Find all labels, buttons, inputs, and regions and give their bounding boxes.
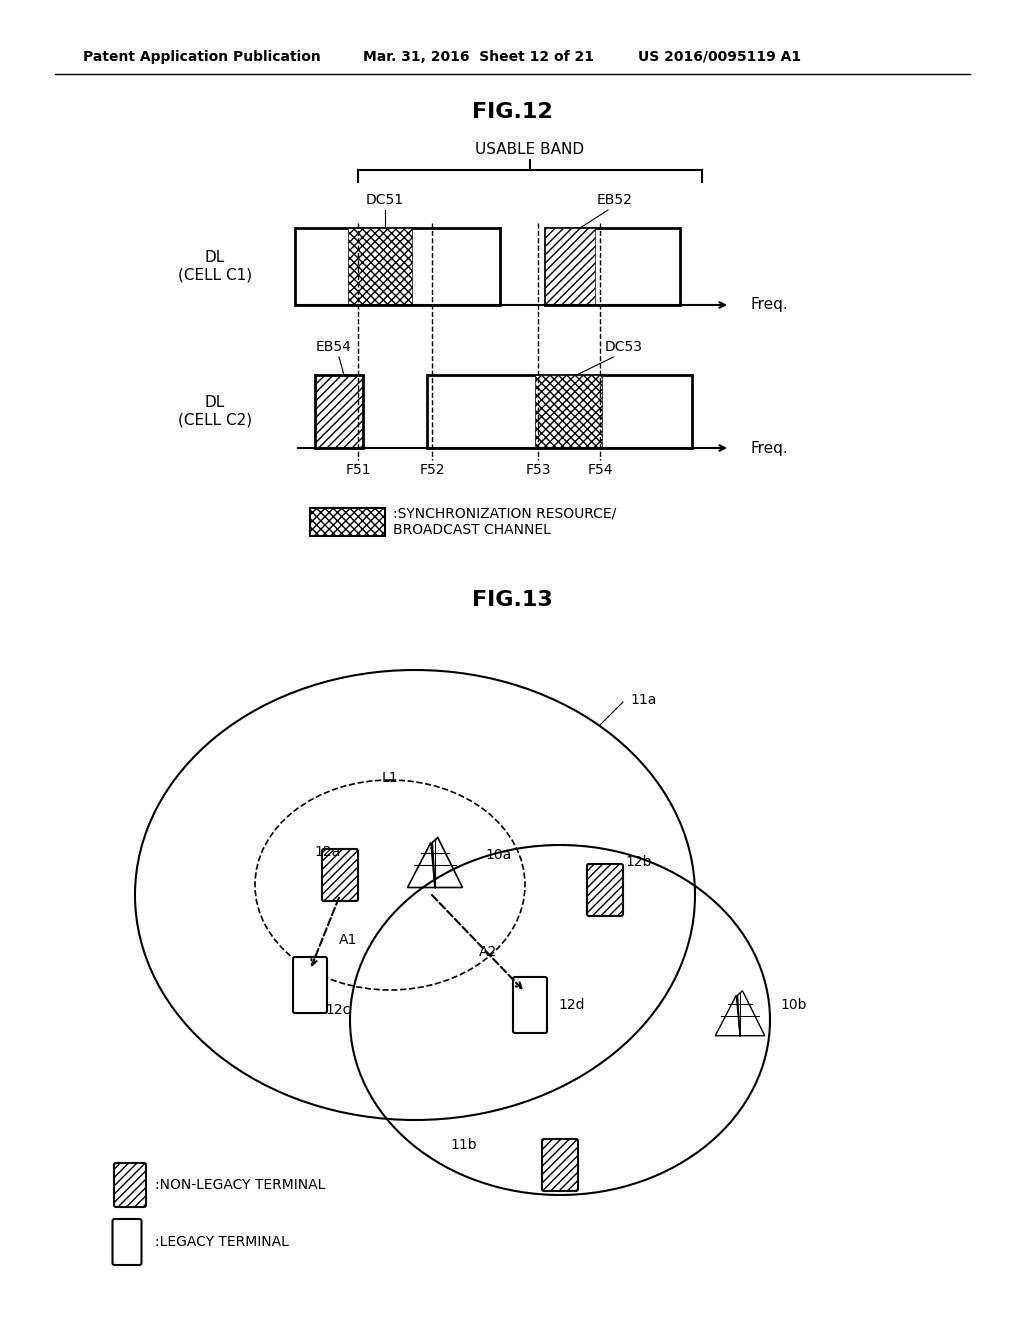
Text: :LEGACY TERMINAL: :LEGACY TERMINAL [155,1236,289,1249]
Text: DC53: DC53 [604,341,642,354]
Bar [427,375,692,447]
Bar [295,228,500,305]
FancyBboxPatch shape [114,1163,146,1206]
Text: 12b: 12b [625,855,651,869]
Text: :SYNCHRONIZATION RESOURCE/
BROADCAST CHANNEL: :SYNCHRONIZATION RESOURCE/ BROADCAST CHA… [393,507,616,537]
Text: FIG.12: FIG.12 [472,102,552,121]
Text: F54: F54 [587,463,612,477]
FancyBboxPatch shape [113,1218,141,1265]
FancyBboxPatch shape [513,977,547,1034]
Text: F51: F51 [345,463,371,477]
Text: 11a: 11a [630,693,656,708]
Text: DL
(CELL C1): DL (CELL C1) [178,251,252,282]
Text: Freq.: Freq. [750,297,787,313]
FancyBboxPatch shape [587,865,623,916]
Bar [545,228,680,305]
Text: FIG.13: FIG.13 [472,590,552,610]
FancyBboxPatch shape [542,1139,578,1191]
Text: 12c: 12c [325,1003,350,1016]
Bar [315,375,362,447]
Text: F52: F52 [419,463,444,477]
FancyBboxPatch shape [293,957,327,1012]
Text: US 2016/0095119 A1: US 2016/0095119 A1 [638,50,801,63]
Text: 11b: 11b [450,1138,476,1152]
Bar [545,228,595,305]
Bar [348,228,412,305]
Text: L1: L1 [382,771,398,785]
Text: EB52: EB52 [597,193,633,207]
Text: :NON-LEGACY TERMINAL: :NON-LEGACY TERMINAL [155,1177,326,1192]
FancyBboxPatch shape [322,849,358,902]
Text: Patent Application Publication: Patent Application Publication [83,50,321,63]
Text: USABLE BAND: USABLE BAND [475,143,585,157]
Text: A1: A1 [339,933,357,946]
Text: 10b: 10b [780,998,807,1012]
Bar [535,375,602,447]
Text: EB54: EB54 [316,341,352,354]
Text: Freq.: Freq. [750,441,787,455]
Text: 10a: 10a [485,847,511,862]
Text: A2: A2 [479,945,497,960]
Text: F53: F53 [525,463,551,477]
Text: 12a: 12a [314,845,341,859]
Text: 12d: 12d [558,998,585,1012]
Text: DL
(CELL C2): DL (CELL C2) [178,395,252,428]
Text: Mar. 31, 2016  Sheet 12 of 21: Mar. 31, 2016 Sheet 12 of 21 [362,50,594,63]
Text: DC51: DC51 [366,193,404,207]
Bar [310,508,385,536]
